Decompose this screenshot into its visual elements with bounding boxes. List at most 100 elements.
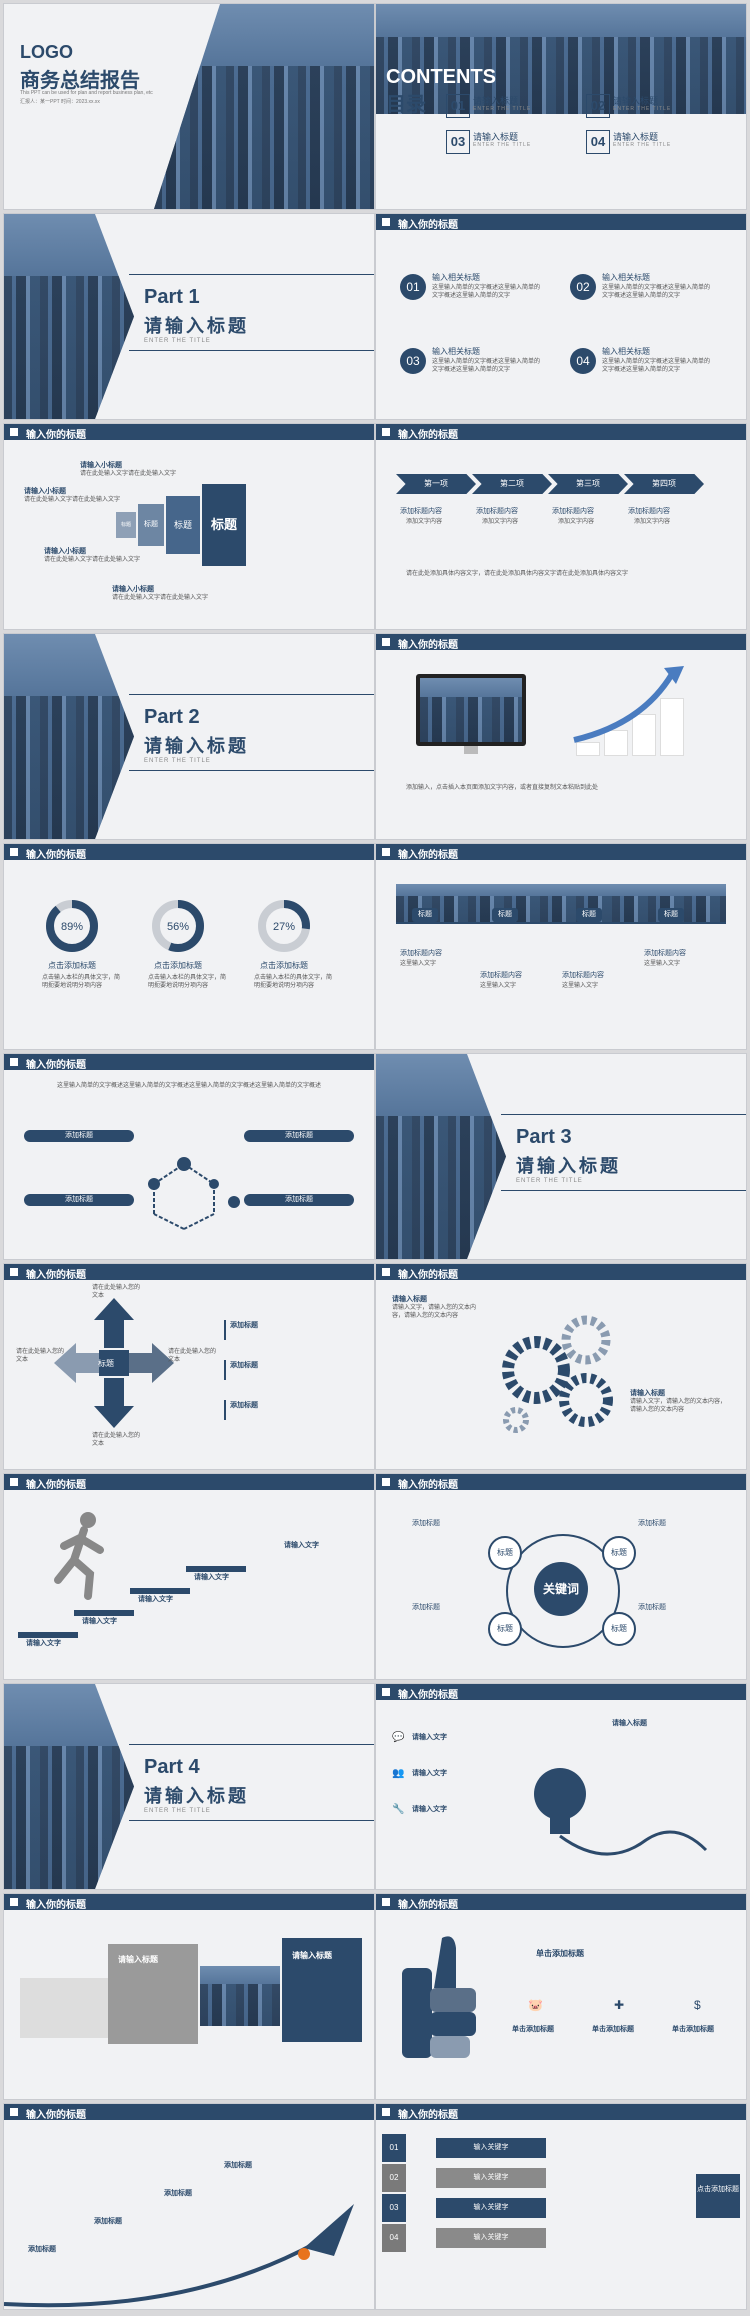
slide-13[interactable]: 输入你的标题 标题 请在此处输入您的文本 请在此处输入您的文本 请在此处输入您的… — [4, 1264, 374, 1469]
tag-4: 标题 — [658, 908, 684, 922]
item-title-1: 输入相关标题 — [432, 273, 480, 282]
divider — [129, 274, 374, 275]
ring — [506, 1534, 620, 1648]
slide-14[interactable]: 输入你的标题 请输入标题 请输入文字，请输入您的文本内容，请输入您的文本内容 请… — [376, 1264, 746, 1469]
four-arrows-icon — [54, 1298, 174, 1428]
contents-title-4[interactable]: 请输入标题 — [613, 132, 659, 142]
contents-title-2[interactable]: 请输入标题 — [613, 96, 659, 106]
arrow-text-bottom: 请在此处输入您的文本 — [92, 1433, 141, 1447]
ring-percent: 27% — [273, 921, 295, 933]
slide-part4[interactable]: Part 4 请输入标题 ENTER THE TITLE — [4, 1684, 374, 1889]
center-keyword: 关键词 — [534, 1562, 588, 1616]
slide-header: 输入你的标题 — [376, 1474, 746, 1491]
step-item-2: 添加标题内容 — [476, 508, 518, 515]
label-body-4: 请在此处输入文字请在此处输入文字 — [112, 595, 209, 601]
label-2: 添加标题 — [638, 1520, 666, 1527]
ring-body-1: 点击输入本栏的具体文字，简明扼要地说明分项内容 — [42, 975, 121, 989]
ring-body-3: 点击输入本栏的具体文字，简明扼要地说明分项内容 — [254, 975, 333, 989]
piggy-bank-icon: 🐷 — [528, 1998, 543, 2012]
dollar-icon: $ — [694, 1998, 701, 2012]
row-label-4: 输入关键字 — [436, 2228, 546, 2248]
tag-2: 标题 — [492, 908, 518, 922]
cover-title: 商务总结报告 — [20, 70, 140, 92]
divider — [129, 350, 374, 351]
slide-6[interactable]: 输入你的标题 第一项 第二项 第三项 第四项 添加标题内容 添加标题内容 添加标… — [376, 424, 746, 629]
label-1: 添加标题 — [412, 1520, 440, 1527]
slide-18[interactable]: 输入你的标题 💬 👥 🔧 请输入文字 请输入文字 请输入文字 请输入标题 — [376, 1684, 746, 1889]
node-3: 标题 — [488, 1612, 522, 1646]
slide-5[interactable]: 输入你的标题 标题 标题 标题 标题 请输入小标题 请在此处输入文字请在此处输入… — [4, 424, 374, 629]
cover-meta: 汇报人：某一PPT 时间：2023.xx.xx — [20, 99, 100, 105]
divider — [129, 1744, 374, 1745]
label-body-3: 请在此处输入文字请在此处输入文字 — [44, 557, 141, 563]
slide-22[interactable]: 输入你的标题 01 02 03 04 输入关键字 输入关键字 输入关键字 输入关… — [376, 2104, 746, 2309]
node-4: 标题 — [602, 1612, 636, 1646]
ring-fill — [258, 900, 310, 952]
row-num-1: 01 — [382, 2134, 406, 2162]
part-sub: ENTER THE TITLE — [144, 338, 211, 344]
pill-3: 添加标题 — [24, 1194, 134, 1206]
slide-header: 输入你的标题 — [4, 424, 374, 441]
ring-fill — [46, 900, 98, 952]
hex-number-3: 03 — [400, 348, 426, 374]
slide-header: 输入你的标题 — [4, 1054, 374, 1071]
slide-header: 输入你的标题 — [376, 214, 746, 231]
pill-2: 添加标题 — [244, 1130, 354, 1142]
step-3: 请输入文字 — [138, 1596, 173, 1603]
label-2: 请输入小标题 — [24, 488, 66, 495]
bar-3 — [632, 714, 656, 756]
slide-header: 输入你的标题 — [376, 844, 746, 861]
ring-percent: 89% — [61, 921, 83, 933]
slide-header: 输入你的标题 — [376, 1894, 746, 1911]
body-text: 这里输入简单的文字概述这里输入简单的文字概述这里输入简单的文字概述这里输入简单的… — [56, 1083, 321, 1089]
ring-title-1: 点击添加标题 — [48, 961, 96, 970]
slide-header: 输入你的标题 — [376, 634, 746, 651]
step-2: 请输入文字 — [82, 1618, 117, 1625]
slide-9[interactable]: 输入你的标题 89% 56% 27% 点击添加标题 点击添加标题 点击添加标题 点击… — [4, 844, 374, 1049]
item-title-2: 添加标题 — [230, 1362, 258, 1369]
slide-header: 输入你的标题 — [4, 844, 374, 861]
cityscape-image — [4, 634, 134, 839]
part-title: 请输入标题 — [144, 736, 249, 756]
slide-19[interactable]: 输入你的标题 请输入标题 请输入标题 — [4, 1894, 374, 2099]
bullet: 这里输入文字 — [400, 961, 437, 967]
item-1: 添加标题内容 — [400, 950, 442, 957]
pill-1: 添加标题 — [24, 1130, 134, 1142]
cityscape-image — [4, 1684, 134, 1889]
slide-header: 输入你的标题 — [4, 1264, 374, 1281]
slide-4[interactable]: 输入你的标题 01 输入相关标题 这里输入简单的文字概述这里输入简单的文字概述这… — [376, 214, 746, 419]
label-3: 请输入小标题 — [44, 548, 86, 555]
contents-title-3[interactable]: 请输入标题 — [473, 132, 519, 142]
slide-20[interactable]: 输入你的标题 单击添加标题 🐷 ✚ $ 单击添加标题 单击添加标题 单击添加标题 — [376, 1894, 746, 2099]
slide-contents[interactable]: CONTENTS 目录 01 请输入标题 ENTER THE TITLE 02 … — [376, 4, 746, 209]
step-1: 第一项 — [396, 474, 476, 494]
node-2: 标题 — [602, 1536, 636, 1570]
part-label: Part 4 — [144, 1756, 200, 1778]
contents-num-2: 02 — [586, 94, 610, 118]
slide-part3[interactable]: Part 3 请输入标题 ENTER THE TITLE — [376, 1054, 746, 1259]
mulu-label: 目录 — [386, 94, 426, 116]
step-5: 请输入文字 — [284, 1542, 319, 1549]
slide-8[interactable]: 输入你的标题 添加输入，点击插入本页面添加文字内容，或者直接复制文本粘贴到此处 — [376, 634, 746, 839]
rocket-curve — [4, 2204, 354, 2308]
tag-1: 标题 — [412, 908, 438, 922]
row-label-1: 输入关键字 — [436, 2138, 546, 2158]
col-title-2: 单击添加标题 — [592, 2026, 634, 2033]
contents-title-1[interactable]: 请输入标题 — [473, 96, 519, 106]
slide-part2[interactable]: Part 2 请输入标题 ENTER THE TITLE — [4, 634, 374, 839]
bar-1 — [576, 742, 600, 756]
slide-part1[interactable]: Part 1 请输入标题 ENTER THE TITLE — [4, 214, 374, 419]
runner-icon — [54, 1512, 104, 1600]
item-title-3: 添加标题 — [230, 1402, 258, 1409]
slide-11[interactable]: 输入你的标题 这里输入简单的文字概述这里输入简单的文字概述这里输入简单的文字概述… — [4, 1054, 374, 1259]
slide-15[interactable]: 输入你的标题 请输入文字 请输入文字 请输入文字 请输入文字 请输入文字 — [4, 1474, 374, 1679]
contents-num-1: 01 — [446, 94, 470, 118]
title-2: 添加标题 — [94, 2218, 122, 2225]
funnel-2: 标题 — [138, 504, 164, 546]
divider — [129, 770, 374, 771]
slide-16[interactable]: 输入你的标题 关键词 标题 标题 标题 标题 添加标题 添加标题 添加标题 添加… — [376, 1474, 746, 1679]
slide-cover[interactable]: LOGO 商务总结报告 This PPT can be used for pla… — [4, 4, 374, 209]
title-1: 请输入标题 — [392, 1296, 427, 1303]
slide-21[interactable]: 输入你的标题 添加标题 添加标题 添加标题 添加标题 — [4, 2104, 374, 2309]
slide-10[interactable]: 输入你的标题 标题 标题 标题 标题 添加标题内容 添加标题内容 添加标题内容 … — [376, 844, 746, 1049]
